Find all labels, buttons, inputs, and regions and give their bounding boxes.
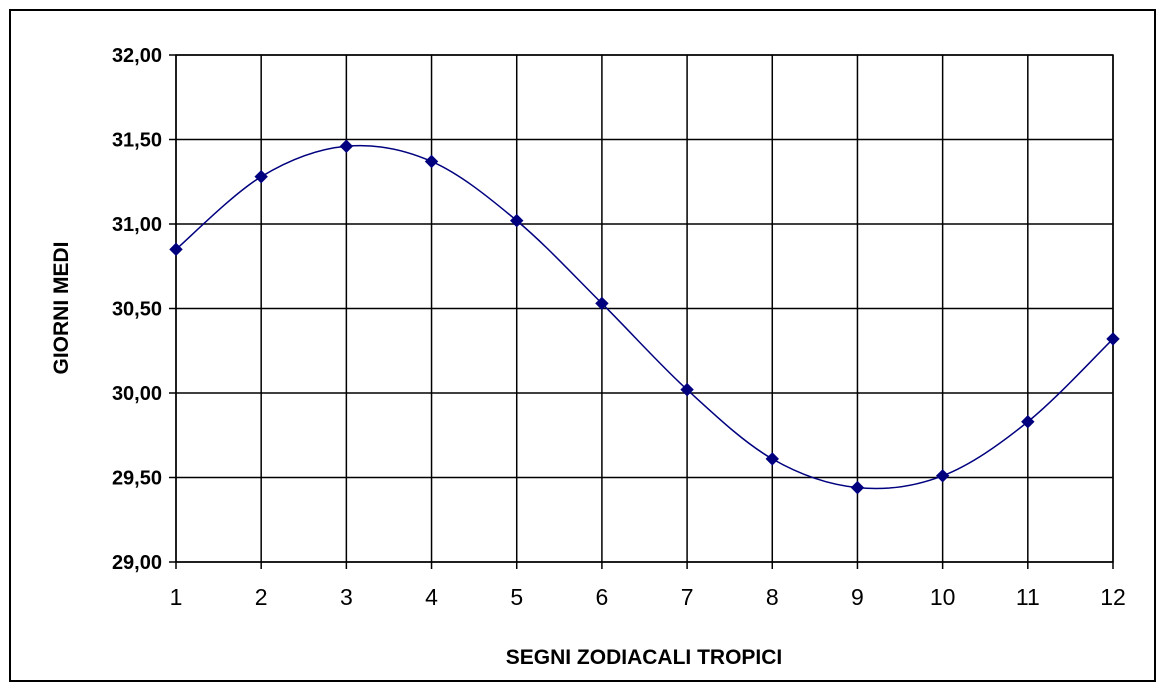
data-point bbox=[339, 139, 354, 153]
y-tick-label: 30,00 bbox=[112, 383, 162, 405]
data-point bbox=[1021, 415, 1035, 429]
grid bbox=[175, 54, 1114, 563]
series-line bbox=[175, 144, 1114, 490]
data-point bbox=[680, 382, 694, 397]
data-point bbox=[850, 480, 865, 495]
x-tick-label: 10 bbox=[930, 584, 956, 610]
x-tick-label: 1 bbox=[170, 584, 183, 610]
data-point bbox=[935, 469, 950, 483]
x-axis-title: SEGNI ZODIACALI TROPICI bbox=[506, 646, 783, 669]
data-point bbox=[254, 169, 268, 184]
data-point bbox=[424, 154, 439, 169]
series bbox=[169, 139, 1120, 495]
data-point bbox=[1106, 332, 1120, 346]
y-tick-label: 29,50 bbox=[112, 468, 162, 490]
y-tick-label: 30,50 bbox=[112, 299, 162, 321]
x-tick-label: 7 bbox=[681, 584, 694, 610]
x-tick-label: 3 bbox=[340, 584, 353, 610]
x-tick-label: 6 bbox=[596, 584, 609, 610]
y-axis-ticks: 29,00 29,50 30,00 30,50 31,00 31,50 32,00 bbox=[112, 45, 176, 574]
y-tick-label: 29,00 bbox=[112, 552, 162, 574]
x-axis-ticks: 1 2 3 4 5 6 7 8 9 10 11 12 bbox=[170, 562, 1126, 610]
data-point bbox=[510, 213, 524, 228]
chart-frame bbox=[9, 9, 1156, 682]
y-tick-label: 32,00 bbox=[112, 45, 162, 67]
y-tick-label: 31,50 bbox=[112, 130, 162, 152]
x-tick-label: 5 bbox=[510, 584, 523, 610]
data-point bbox=[169, 242, 183, 257]
x-tick-label: 11 bbox=[1016, 584, 1040, 610]
x-tick-label: 8 bbox=[766, 584, 779, 610]
x-tick-label: 4 bbox=[425, 584, 438, 610]
x-tick-label: 12 bbox=[1100, 584, 1126, 610]
x-tick-label: 2 bbox=[255, 584, 268, 610]
x-tick-label: 9 bbox=[851, 584, 864, 610]
data-point bbox=[595, 296, 609, 311]
y-tick-label: 31,00 bbox=[112, 214, 162, 236]
y-axis-title: GIORNI MEDI bbox=[50, 241, 73, 374]
data-point bbox=[765, 452, 779, 466]
